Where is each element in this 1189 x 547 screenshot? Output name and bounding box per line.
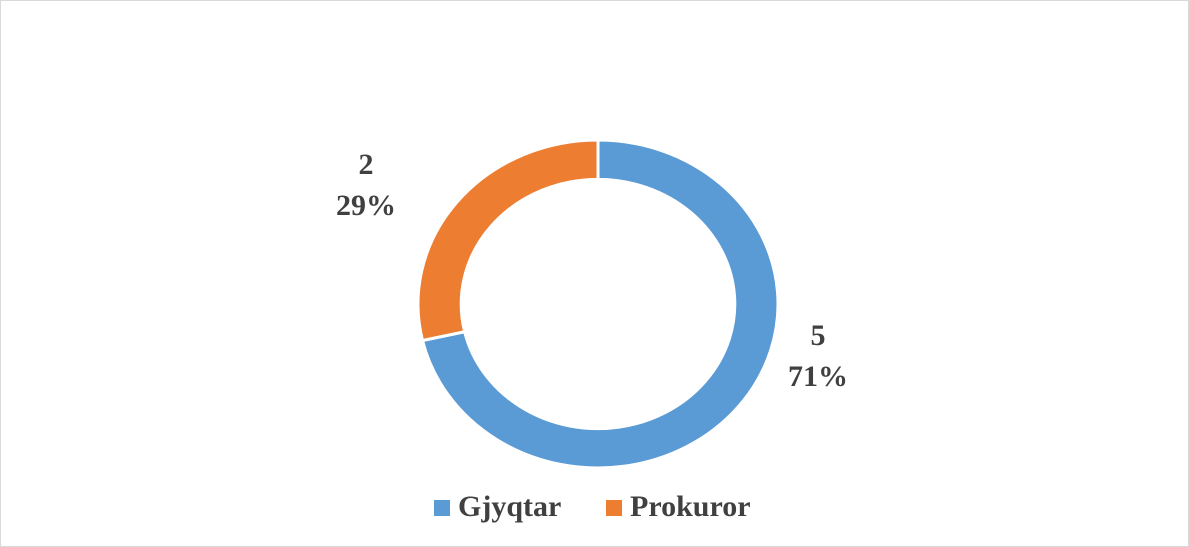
data-label-percent: 29% — [336, 189, 396, 222]
legend-label: Prokuror — [630, 490, 751, 523]
data-label-percent: 71% — [788, 360, 848, 393]
donut-segment — [416, 138, 600, 343]
legend-swatch — [606, 500, 622, 516]
data-label-value: 5 — [811, 319, 826, 352]
legend-swatch — [434, 500, 450, 516]
legend-label: Gjyqtar — [458, 490, 561, 523]
donut-segment — [420, 138, 780, 470]
data-label-value: 2 — [359, 148, 374, 181]
